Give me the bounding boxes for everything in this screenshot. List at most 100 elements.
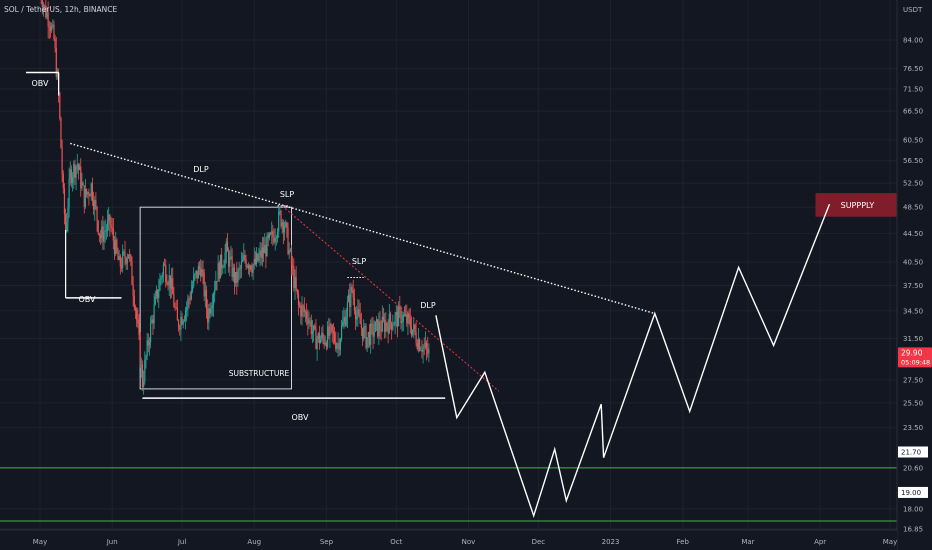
candle-211 bbox=[285, 219, 287, 229]
candle-111 bbox=[168, 263, 170, 296]
candle-295 bbox=[382, 307, 385, 323]
candle-90 bbox=[144, 351, 146, 385]
candle-198 bbox=[269, 231, 272, 236]
substructure-box[interactable] bbox=[139, 206, 293, 390]
candle-body bbox=[166, 281, 168, 285]
candle-body bbox=[416, 343, 418, 349]
candle-body bbox=[83, 185, 85, 207]
candle-body bbox=[309, 320, 311, 322]
candle-body bbox=[78, 166, 81, 170]
candle-body bbox=[177, 320, 180, 328]
candle-body bbox=[126, 258, 128, 264]
candle-body bbox=[264, 244, 266, 254]
substructure-box-group[interactable] bbox=[139, 206, 293, 390]
supply-zone-group[interactable]: SUPPPLY bbox=[815, 193, 897, 217]
supply-zone[interactable] bbox=[815, 193, 897, 217]
candle-body bbox=[314, 325, 316, 329]
candle-body bbox=[307, 318, 309, 324]
candle-body bbox=[140, 364, 142, 366]
trendline-dlp-minor[interactable] bbox=[281, 205, 500, 392]
price-axis-bg[interactable] bbox=[897, 0, 932, 550]
time-axis[interactable]: May Jun Jul Aug Sep Oct Nov Dec 2023 Feb Mar Apr May bbox=[0, 529, 897, 550]
candle-161 bbox=[226, 233, 229, 252]
candle-body bbox=[333, 333, 336, 342]
candle-body bbox=[189, 298, 191, 300]
candle-216 bbox=[290, 244, 293, 276]
candle-body bbox=[386, 322, 388, 327]
candle-body bbox=[237, 270, 239, 283]
candle-68 bbox=[118, 250, 120, 261]
candle-body bbox=[282, 222, 284, 233]
candle-142 bbox=[204, 281, 206, 308]
candle-78 bbox=[130, 253, 132, 267]
candle-body bbox=[325, 342, 328, 348]
candle-body bbox=[53, 24, 55, 39]
candle-body bbox=[118, 256, 120, 260]
candle-body bbox=[317, 333, 319, 340]
level-marker-0: 21.70 bbox=[898, 446, 928, 458]
candle-body bbox=[115, 239, 117, 255]
candle-body bbox=[288, 249, 290, 254]
candle-body bbox=[123, 251, 125, 253]
time-axis-bg[interactable] bbox=[0, 530, 897, 550]
candle-306 bbox=[395, 305, 397, 328]
projection-group[interactable] bbox=[435, 203, 831, 518]
symbol-name[interactable]: SOL / TetherUS bbox=[4, 5, 60, 14]
candle-163 bbox=[229, 249, 231, 277]
candle-body bbox=[45, 5, 47, 18]
candle-147 bbox=[210, 302, 212, 317]
candle-body bbox=[311, 331, 314, 335]
candle-77 bbox=[129, 249, 131, 262]
candle-39 bbox=[84, 178, 87, 209]
candle-30 bbox=[74, 159, 76, 186]
candle-280 bbox=[365, 323, 367, 350]
candle-body bbox=[169, 275, 172, 289]
candle-body bbox=[371, 323, 373, 325]
candle-body bbox=[209, 308, 211, 314]
candle-body bbox=[55, 48, 57, 77]
candle-53 bbox=[101, 220, 103, 244]
candle-body bbox=[98, 233, 100, 235]
candle-body bbox=[153, 304, 155, 324]
candle-257 bbox=[338, 338, 340, 357]
candle-7 bbox=[47, 1, 49, 39]
trendline-dlp-major[interactable] bbox=[70, 142, 655, 315]
candle-83 bbox=[136, 307, 138, 328]
candle-32 bbox=[76, 153, 78, 174]
candle-body bbox=[422, 346, 424, 352]
level-marker-text: 21.70 bbox=[901, 448, 921, 456]
candle-body bbox=[198, 266, 201, 269]
symbol-interval[interactable]: 12h bbox=[64, 5, 79, 14]
candle-body bbox=[201, 269, 203, 277]
quote-currency: USDT bbox=[903, 6, 923, 14]
trendlines[interactable] bbox=[26, 71, 655, 399]
candle-body bbox=[102, 226, 104, 242]
candle-235 bbox=[313, 325, 315, 342]
candle-74 bbox=[125, 256, 127, 270]
candle-133 bbox=[194, 272, 196, 282]
candle-183 bbox=[252, 263, 254, 281]
candle-240 bbox=[318, 325, 321, 350]
candle-body bbox=[245, 258, 247, 267]
candle-290 bbox=[377, 319, 379, 339]
candle-137 bbox=[198, 260, 201, 276]
candle-99 bbox=[154, 290, 156, 306]
price-axis[interactable]: USDT 16.85 18.00 20.60 23.50 25.50 27.50 31.50 3… bbox=[896, 0, 932, 550]
candle-208 bbox=[281, 218, 283, 234]
projection-path[interactable] bbox=[435, 203, 831, 518]
candle-54 bbox=[102, 215, 104, 250]
candle-57 bbox=[105, 224, 107, 240]
candle-180 bbox=[248, 264, 251, 277]
candle-69 bbox=[119, 253, 121, 275]
candle-185 bbox=[254, 251, 257, 266]
candle-70 bbox=[120, 257, 123, 272]
candle-body bbox=[257, 253, 259, 261]
candle-body bbox=[299, 304, 301, 307]
candle-98 bbox=[153, 293, 155, 330]
candle-28 bbox=[72, 172, 74, 192]
candle-body bbox=[61, 147, 63, 175]
candle-195 bbox=[266, 232, 268, 257]
